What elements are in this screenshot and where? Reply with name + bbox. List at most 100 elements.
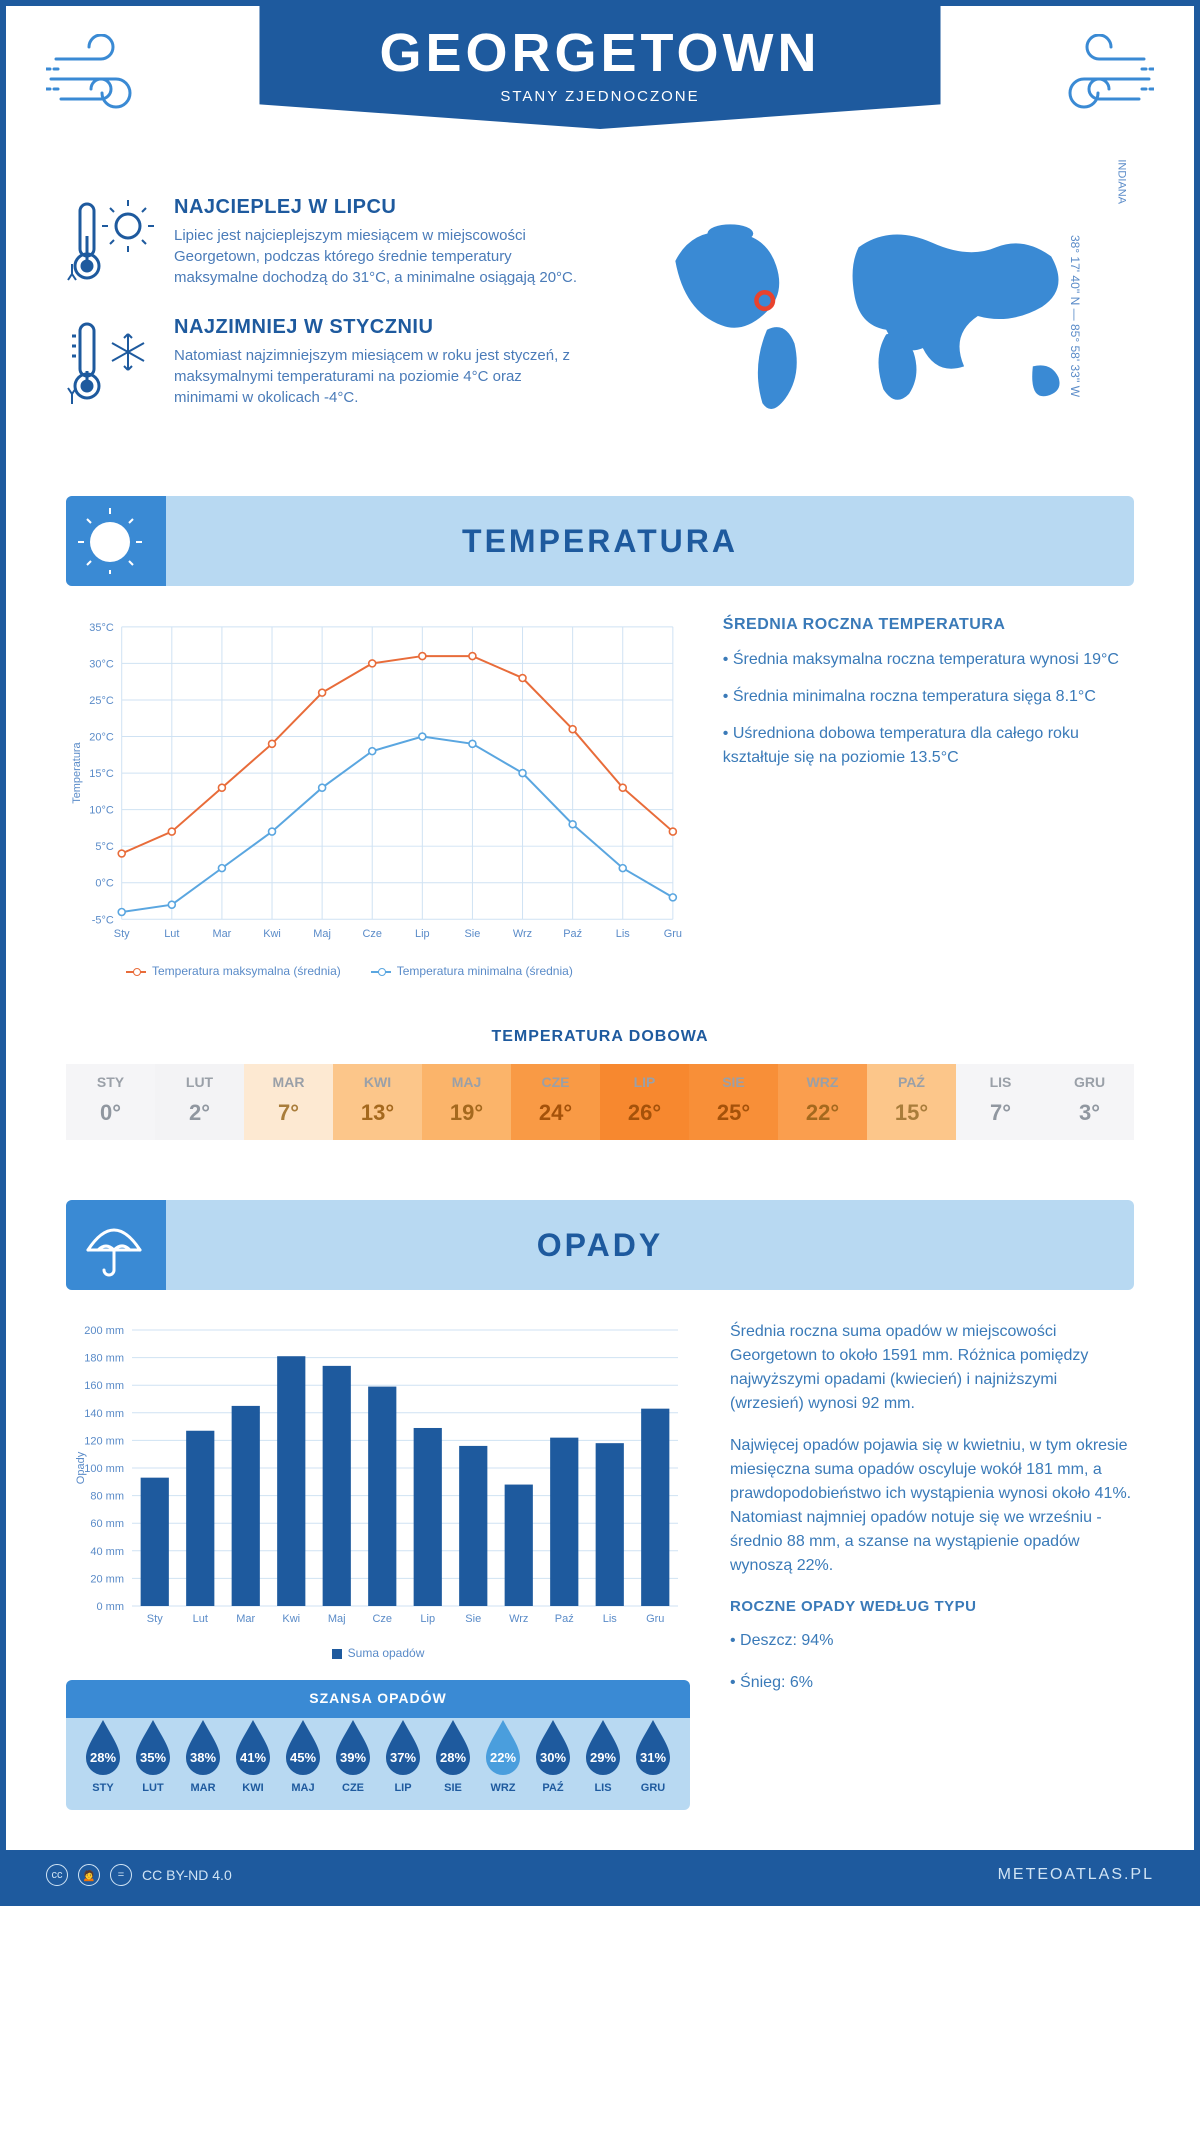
daily-month: LIS	[956, 1074, 1045, 1090]
daily-value: 3°	[1045, 1100, 1134, 1126]
cold-fact-title: NAJZIMNIEJ W STYCZNIU	[174, 316, 580, 339]
daily-cell: LIP 26°	[600, 1064, 689, 1140]
rain-month: PAŹ	[530, 1782, 576, 1794]
map-column: INDIANA 38° 17' 40'' N — 85° 58' 33'' W	[620, 196, 1134, 436]
header: GEORGETOWN STANY ZJEDNOCZONE	[6, 6, 1194, 166]
intro-section: NAJCIEPLEJ W LIPCU Lipiec jest najcieple…	[6, 166, 1194, 476]
rain-pct: 38%	[180, 1750, 226, 1765]
svg-text:200 mm: 200 mm	[84, 1325, 124, 1337]
country-subtitle: STANY ZJEDNOCZONE	[379, 88, 820, 105]
precip-para-1: Średnia roczna suma opadów w miejscowośc…	[730, 1320, 1134, 1416]
svg-text:Sie: Sie	[465, 1613, 481, 1625]
daily-month: MAR	[244, 1074, 333, 1090]
rain-drop-cell: 41% KWI	[230, 1716, 276, 1794]
daily-value: 13°	[333, 1100, 422, 1126]
temperature-banner: TEMPERATURA	[66, 496, 1134, 586]
rain-drop-cell: 28% STY	[80, 1716, 126, 1794]
hot-fact-body: Lipiec jest najcieplejszym miesiącem w m…	[174, 225, 580, 288]
daily-cell: MAR 7°	[244, 1064, 333, 1140]
raindrop-icon: 35%	[130, 1716, 176, 1776]
temp-info-bullet: • Średnia maksymalna roczna temperatura …	[723, 648, 1134, 671]
raindrop-icon: 31%	[630, 1716, 676, 1776]
rain-drop-cell: 28% SIE	[430, 1716, 476, 1794]
svg-text:Sty: Sty	[114, 928, 130, 940]
rain-pct: 41%	[230, 1750, 276, 1765]
svg-text:60 mm: 60 mm	[90, 1518, 124, 1530]
svg-text:Cze: Cze	[363, 928, 382, 940]
svg-text:Wrz: Wrz	[513, 928, 532, 940]
svg-text:Mar: Mar	[212, 928, 231, 940]
rain-drop-cell: 38% MAR	[180, 1716, 226, 1794]
rain-month: LIS	[580, 1782, 626, 1794]
svg-text:40 mm: 40 mm	[90, 1546, 124, 1558]
temperature-section: -5°C0°C5°C10°C15°C20°C25°C30°C35°CStyLut…	[6, 616, 1194, 1008]
hot-fact: NAJCIEPLEJ W LIPCU Lipiec jest najcieple…	[66, 196, 580, 288]
rain-month: KWI	[230, 1782, 276, 1794]
temp-info-bullet: • Uśredniona dobowa temperatura dla całe…	[723, 722, 1134, 768]
svg-text:0 mm: 0 mm	[97, 1601, 125, 1613]
daily-cell: PAŹ 15°	[867, 1064, 956, 1140]
svg-text:Maj: Maj	[328, 1613, 346, 1625]
raindrop-icon: 45%	[280, 1716, 326, 1776]
svg-text:Paź: Paź	[563, 928, 582, 940]
wind-icon	[1044, 34, 1154, 124]
rain-drop-cell: 37% LIP	[380, 1716, 426, 1794]
rain-drop-cell: 39% CZE	[330, 1716, 376, 1794]
daily-table-title: TEMPERATURA DOBOWA	[66, 1028, 1134, 1046]
world-map	[620, 206, 1134, 426]
precip-title: OPADY	[537, 1227, 663, 1264]
title-banner: GEORGETOWN STANY ZJEDNOCZONE	[259, 6, 940, 129]
nd-icon: =	[110, 1864, 132, 1886]
svg-text:Gru: Gru	[664, 928, 682, 940]
daily-value: 15°	[867, 1100, 956, 1126]
svg-text:Sty: Sty	[147, 1613, 163, 1625]
rain-drop-cell: 31% GRU	[630, 1716, 676, 1794]
rain-chance-title: SZANSA OPADÓW	[80, 1680, 676, 1716]
svg-text:160 mm: 160 mm	[84, 1380, 124, 1392]
svg-text:15°C: 15°C	[89, 768, 114, 780]
daily-cell: LUT 2°	[155, 1064, 244, 1140]
svg-text:Cze: Cze	[372, 1613, 392, 1625]
cold-fact-body: Natomiast najzimniejszym miesiącem w rok…	[174, 345, 580, 408]
svg-text:10°C: 10°C	[89, 805, 114, 817]
daily-month: CZE	[511, 1074, 600, 1090]
hot-fact-title: NAJCIEPLEJ W LIPCU	[174, 196, 580, 219]
svg-text:Gru: Gru	[646, 1613, 664, 1625]
bar-legend: Suma opadów	[66, 1646, 690, 1660]
raindrop-icon: 28%	[430, 1716, 476, 1776]
by-icon: 🙍	[78, 1864, 100, 1886]
site-label: METEOATLAS.PL	[998, 1866, 1154, 1884]
svg-text:180 mm: 180 mm	[84, 1353, 124, 1365]
precip-left-column: 0 mm20 mm40 mm60 mm80 mm100 mm120 mm140 …	[66, 1320, 690, 1810]
raindrop-icon: 41%	[230, 1716, 276, 1776]
legend-item: Temperatura maksymalna (średnia)	[126, 964, 341, 978]
wind-icon	[46, 34, 156, 124]
umbrella-icon	[78, 1212, 154, 1278]
city-title: GEORGETOWN	[379, 22, 820, 84]
svg-text:30°C: 30°C	[89, 658, 114, 670]
raindrop-icon: 37%	[380, 1716, 426, 1776]
daily-cell: LIS 7°	[956, 1064, 1045, 1140]
temp-info-bullet: • Średnia minimalna roczna temperatura s…	[723, 685, 1134, 708]
svg-text:Lut: Lut	[164, 928, 179, 940]
rain-month: CZE	[330, 1782, 376, 1794]
rain-pct: 37%	[380, 1750, 426, 1765]
svg-text:Kwi: Kwi	[263, 928, 281, 940]
svg-text:Kwi: Kwi	[282, 1613, 300, 1625]
chart-legend: Temperatura maksymalna (średnia)Temperat…	[66, 964, 683, 978]
precip-section: 0 mm20 mm40 mm60 mm80 mm100 mm120 mm140 …	[6, 1320, 1194, 1850]
svg-text:Maj: Maj	[313, 928, 331, 940]
svg-text:100 mm: 100 mm	[84, 1463, 124, 1475]
daily-value: 7°	[244, 1100, 333, 1126]
svg-text:120 mm: 120 mm	[84, 1435, 124, 1447]
svg-text:-5°C: -5°C	[92, 914, 114, 926]
svg-text:Lip: Lip	[420, 1613, 435, 1625]
thermometer-snow-icon	[66, 316, 156, 406]
rain-pct: 39%	[330, 1750, 376, 1765]
daily-month: STY	[66, 1074, 155, 1090]
svg-text:5°C: 5°C	[95, 841, 113, 853]
rain-month: LIP	[380, 1782, 426, 1794]
precip-banner: OPADY	[66, 1200, 1134, 1290]
facts-column: NAJCIEPLEJ W LIPCU Lipiec jest najcieple…	[66, 196, 580, 436]
rain-month: STY	[80, 1782, 126, 1794]
